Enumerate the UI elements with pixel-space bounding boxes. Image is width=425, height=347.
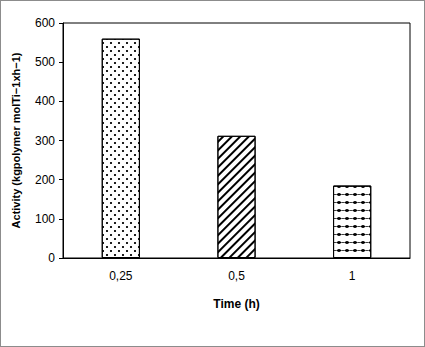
svg-text:0,5: 0,5	[228, 269, 245, 283]
svg-text:600: 600	[35, 16, 55, 30]
svg-text:Activity (kgpolymer molTi−1xh−: Activity (kgpolymer molTi−1xh−1)	[10, 52, 22, 228]
svg-text:500: 500	[35, 55, 55, 69]
svg-text:1: 1	[349, 269, 356, 283]
svg-text:400: 400	[35, 94, 55, 108]
svg-text:Time (h): Time (h)	[213, 297, 259, 311]
svg-text:300: 300	[35, 134, 55, 148]
svg-text:200: 200	[35, 173, 55, 187]
svg-text:100: 100	[35, 212, 55, 226]
svg-text:0: 0	[48, 251, 55, 265]
svg-text:0,25: 0,25	[109, 269, 133, 283]
